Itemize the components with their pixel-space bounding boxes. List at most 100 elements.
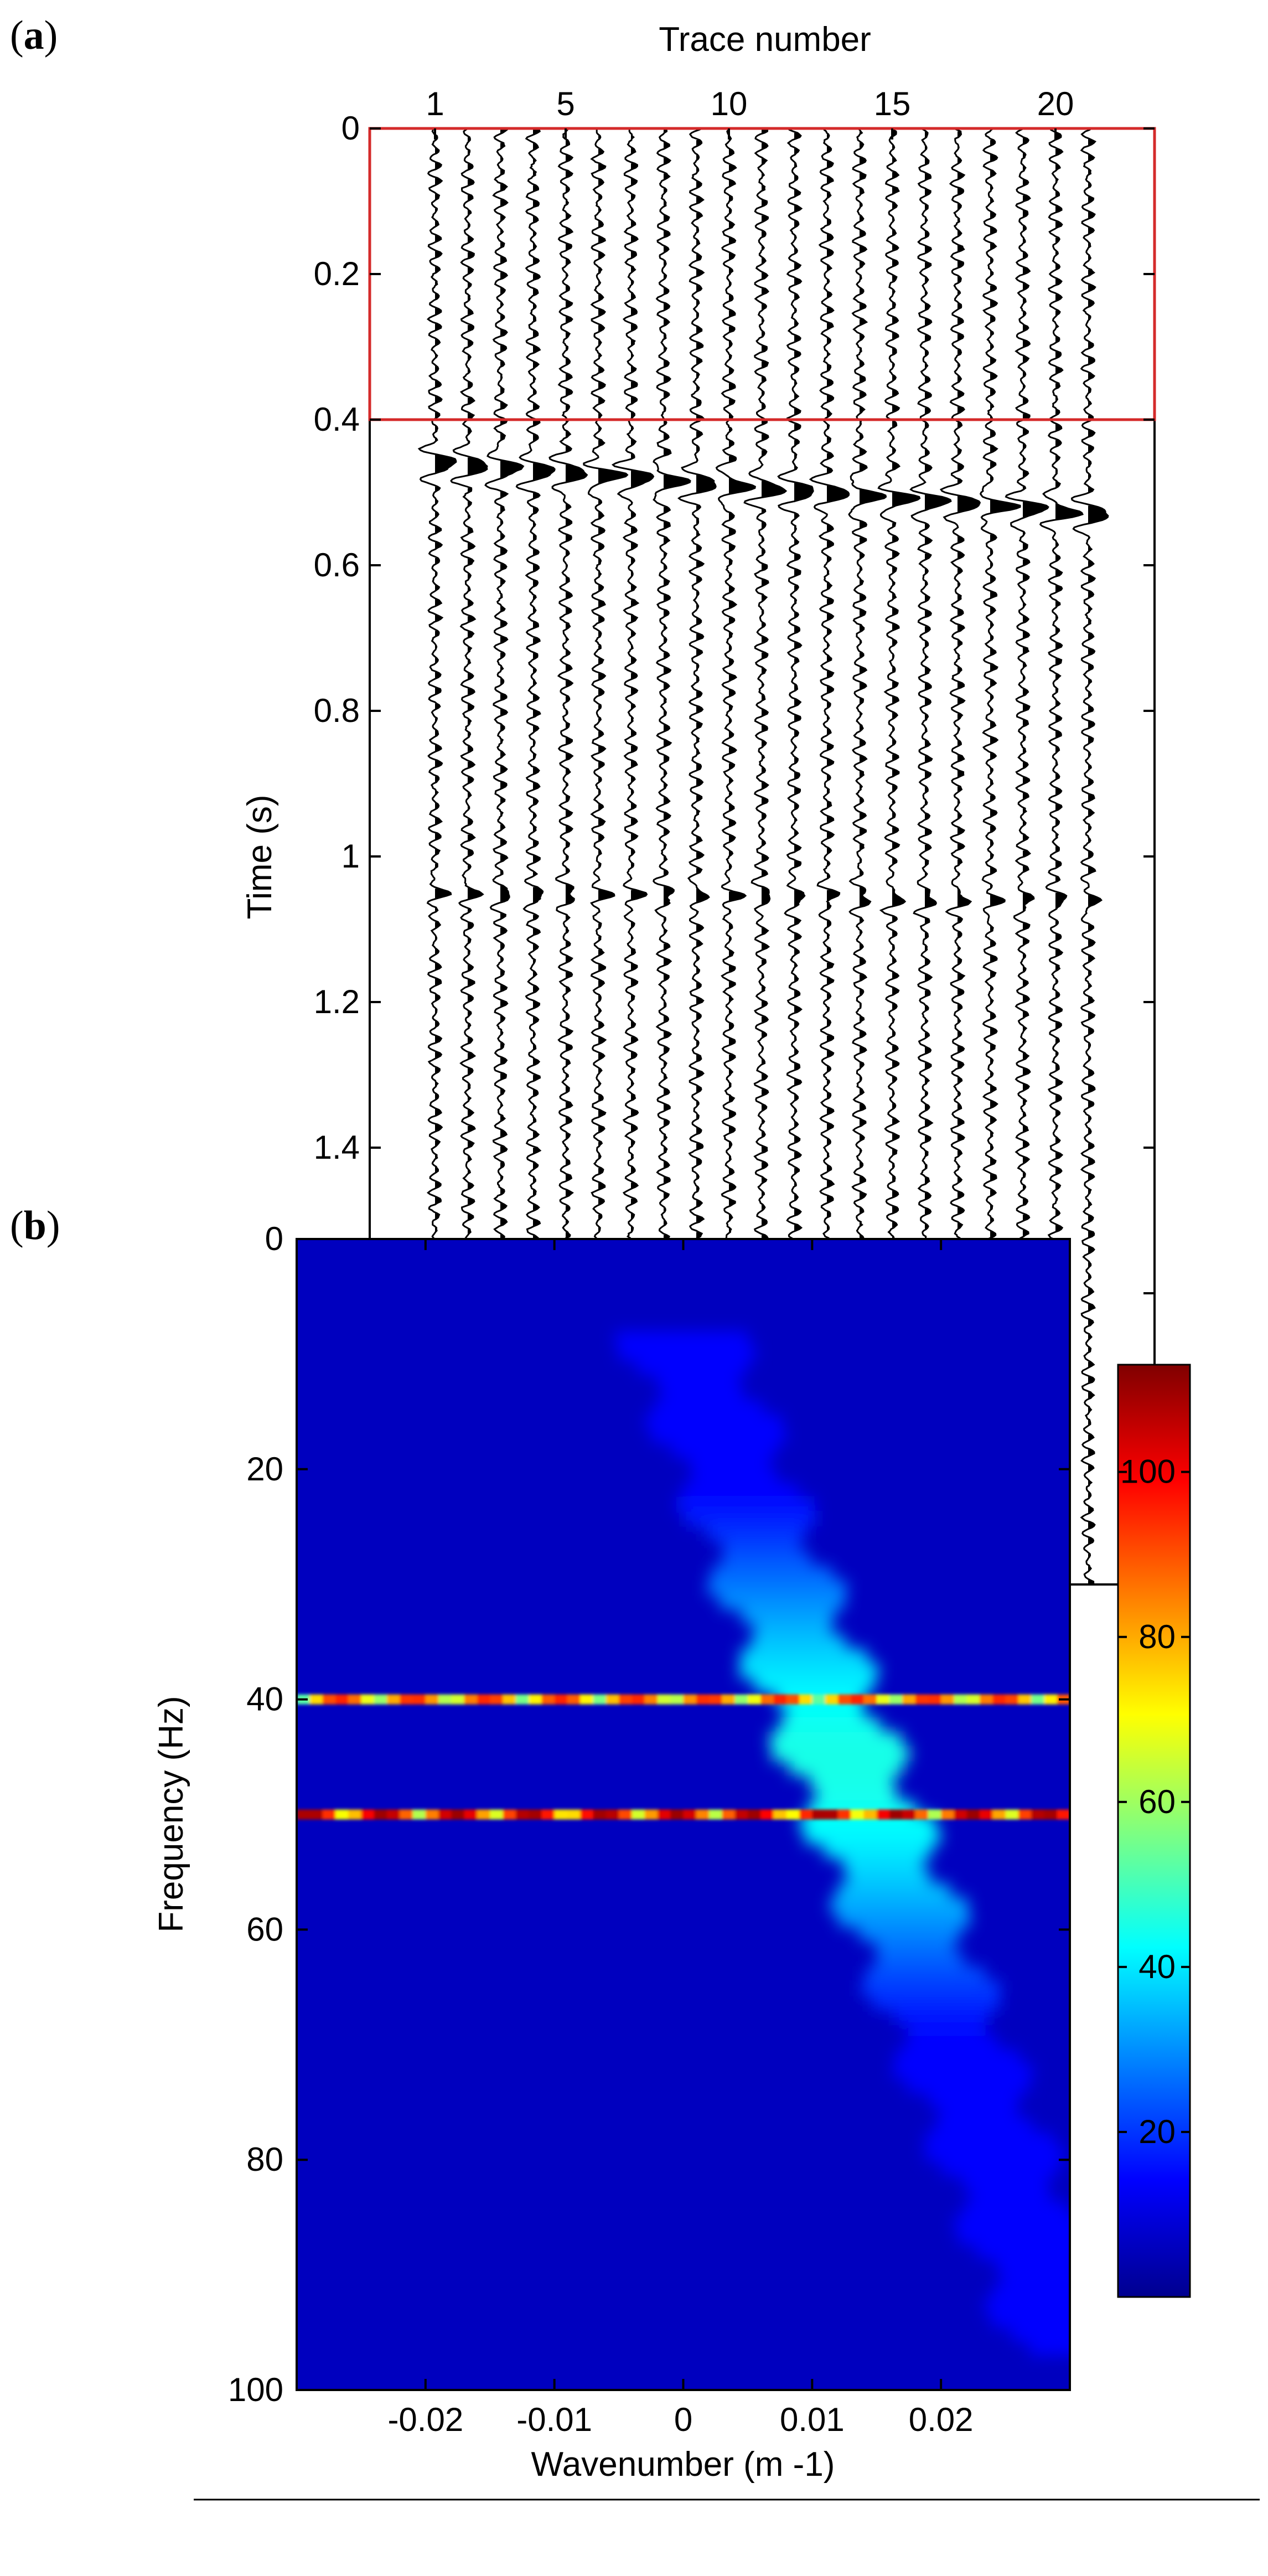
line-cell — [644, 1694, 658, 1705]
line-cell — [451, 1694, 465, 1705]
dip-cell — [872, 1994, 1000, 2010]
dip-cell — [958, 2228, 1070, 2245]
x-tick-label: 10 — [711, 85, 748, 122]
dip-cell — [1001, 2270, 1070, 2286]
dip-cell — [830, 1897, 968, 1914]
line-cell — [683, 1694, 697, 1705]
line-cell — [1057, 1809, 1070, 1820]
dip-cell — [692, 1469, 778, 1485]
dip-cell — [824, 1842, 932, 1859]
x-tick-label: 15 — [874, 85, 911, 122]
line-cell — [928, 1694, 942, 1705]
panel-a-x-axis-title: Trace number — [659, 20, 871, 59]
line-cell — [851, 1809, 865, 1820]
line-cell — [477, 1809, 491, 1820]
dip-cell — [780, 1717, 881, 1734]
line-cell — [837, 1809, 852, 1820]
x-tick-label: 0.02 — [909, 2401, 974, 2438]
line-cell — [593, 1809, 607, 1820]
panel-b-y-ticks: 0 20 40 60 80 100 — [228, 1220, 1070, 2408]
dip-cell — [991, 2311, 1070, 2328]
line-cell — [683, 1809, 697, 1820]
dip-cell — [894, 2007, 990, 2024]
trace-14-fill — [860, 130, 886, 1579]
dip-cell — [906, 2035, 998, 2052]
line-cell — [322, 1694, 336, 1705]
dip-cell — [707, 1579, 847, 1596]
dip-cell — [741, 1649, 867, 1665]
y-tick-label: 60 — [246, 1911, 283, 1948]
line-cell — [554, 1809, 568, 1820]
x-tick-label: -0.02 — [387, 2401, 463, 2438]
line-cell — [876, 1809, 891, 1820]
colorbar-tick-label: 60 — [1138, 1783, 1176, 1820]
line-cell — [1031, 1809, 1045, 1820]
dip-cell — [985, 2298, 1070, 2314]
line-cell — [632, 1694, 645, 1705]
line-cell — [412, 1809, 426, 1820]
dip-cell — [654, 1400, 763, 1417]
dip-cell — [925, 2146, 1064, 2162]
y-tick-label: 0.6 — [314, 546, 360, 584]
line-cell — [541, 1694, 555, 1705]
dip-cell — [656, 1372, 739, 1389]
y-tick-label: 80 — [246, 2141, 283, 2178]
dip-cell — [707, 1524, 805, 1541]
line-cell — [992, 1694, 1006, 1705]
dip-cell — [754, 1621, 832, 1638]
line-cell — [889, 1694, 903, 1705]
line-cell — [657, 1809, 671, 1820]
line-cell — [619, 1809, 633, 1820]
line-cell — [425, 1809, 439, 1820]
line-cell — [361, 1809, 375, 1820]
dip-cell — [866, 1966, 985, 1983]
y-tick-label: 1.4 — [314, 1129, 360, 1166]
line-cell — [799, 1694, 813, 1705]
dip-cell — [1029, 2339, 1070, 2356]
line-cell — [374, 1694, 387, 1705]
dip-cell — [962, 2174, 1048, 2190]
y-tick-label: 0 — [265, 1220, 283, 1257]
line-cell — [451, 1809, 465, 1820]
panel-a-label: (a) — [10, 13, 58, 58]
dip-cell — [676, 1496, 815, 1513]
line-cell — [863, 1809, 877, 1820]
trace-21 — [1070, 128, 1109, 1584]
line-cell — [799, 1809, 813, 1820]
dip-cell — [859, 1925, 961, 1942]
line-cell — [322, 1809, 336, 1820]
dip-cell — [770, 1731, 901, 1748]
colorbar-ticks: 20 40 60 80 100 — [1118, 1453, 1190, 2150]
x-tick-label: 0 — [674, 2401, 692, 2438]
line-cell — [580, 1694, 594, 1705]
dip-cell — [741, 1607, 835, 1624]
line-cell — [992, 1809, 1006, 1820]
line-cell — [902, 1809, 916, 1820]
line-cell — [657, 1694, 671, 1705]
dip-cell — [928, 2090, 1019, 2107]
dip-cell — [754, 1676, 874, 1693]
trace-13-fill — [827, 134, 849, 1583]
dip-cell — [720, 1593, 845, 1610]
line-cell — [1044, 1694, 1058, 1705]
line-cell — [335, 1694, 349, 1705]
x-tick-label: 0.01 — [780, 2401, 845, 2438]
dip-cell — [971, 2187, 1050, 2204]
panel-b-x-axis-title: Wavenumber (m -1) — [531, 2445, 835, 2484]
line-cell — [490, 1694, 504, 1705]
line-cell — [709, 1809, 723, 1820]
colorbar-tick-label: 100 — [1120, 1453, 1176, 1490]
panel-b-label: (b) — [10, 1203, 60, 1248]
dip-cell — [935, 2118, 1033, 2135]
dip-cell — [722, 1552, 811, 1568]
line-cell — [515, 1809, 530, 1820]
line-cell — [966, 1809, 980, 1820]
line-cell — [554, 1694, 568, 1705]
line-cell — [580, 1809, 594, 1820]
line-cell — [747, 1694, 762, 1705]
line-cell — [297, 1809, 310, 1820]
line-cell — [760, 1694, 774, 1705]
line-cell — [374, 1809, 387, 1820]
y-tick-label: 1 — [341, 838, 360, 875]
